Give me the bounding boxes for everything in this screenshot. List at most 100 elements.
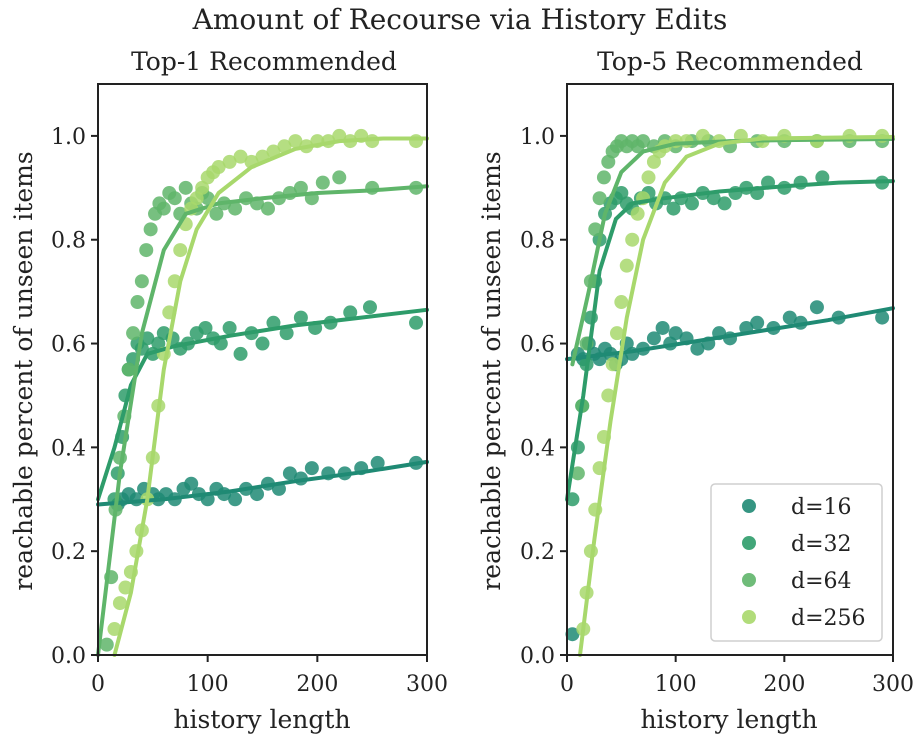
- data-point: [293, 180, 308, 195]
- legend-marker: [742, 573, 756, 587]
- data-point: [167, 191, 182, 206]
- data-point: [362, 300, 377, 315]
- y-tick-label: 0.0: [520, 644, 555, 669]
- data-point: [630, 206, 645, 221]
- y-tick-label: 0.8: [520, 229, 555, 254]
- data-point: [140, 331, 155, 346]
- data-point: [233, 346, 248, 361]
- legend-label: d=16: [791, 495, 852, 520]
- fit-line-d-256: [578, 134, 895, 657]
- legend-label: d=256: [791, 606, 866, 631]
- data-point: [365, 180, 380, 195]
- data-point: [614, 295, 629, 310]
- x-tick-label: 100: [187, 672, 229, 697]
- data-point: [695, 128, 710, 143]
- data-point: [99, 637, 114, 652]
- data-point: [409, 134, 424, 149]
- data-point: [277, 139, 292, 154]
- legend-marker: [742, 610, 756, 624]
- panel-title: Top-1 Recommended: [131, 47, 397, 76]
- data-point: [619, 258, 634, 273]
- data-point: [750, 315, 765, 330]
- y-tick-label: 0.6: [51, 333, 86, 358]
- data-point: [121, 362, 136, 377]
- legend: d=16 d=32 d=64 d=256: [710, 483, 883, 642]
- data-point: [293, 310, 308, 325]
- y-tick-label: 1.0: [520, 125, 555, 150]
- y-tick-label: 0.4: [520, 436, 555, 461]
- data-point: [332, 170, 347, 185]
- data-point: [178, 180, 193, 195]
- panel-top-5: Top-5 Recommended 0 100 200 300 0.0 0.2 0.4 0.6…: [477, 47, 914, 734]
- data-point: [233, 149, 248, 164]
- data-point: [112, 596, 127, 611]
- x-tick-label: 300: [406, 672, 448, 697]
- legend-marker: [742, 536, 756, 550]
- y-tick-label: 0.0: [51, 644, 86, 669]
- data-point: [815, 170, 830, 185]
- x-tick-label: 200: [296, 672, 338, 697]
- panel-title: Top-5 Recommended: [597, 47, 863, 76]
- data-point: [209, 206, 224, 221]
- data-point: [370, 455, 385, 470]
- data-point: [250, 487, 265, 502]
- panel-top-1: Top-1 Recommended 0 100 200 300 0.0 0.2 0.4 0.6…: [9, 47, 448, 734]
- data-point: [282, 466, 297, 481]
- legend-item: d=64: [742, 569, 852, 594]
- data-point: [189, 191, 204, 206]
- data-point: [255, 336, 270, 351]
- data-point: [690, 341, 705, 356]
- legend-item: d=16: [742, 495, 852, 520]
- x-tick-label: 100: [655, 672, 697, 697]
- axes-frame: [566, 83, 894, 656]
- x-axis-label: history length: [173, 705, 350, 734]
- data-point: [588, 222, 603, 237]
- figure-suptitle: Amount of Recourse via History Edits: [192, 3, 728, 36]
- data-point: [228, 492, 243, 507]
- y-tick-label: 0.2: [520, 540, 555, 565]
- data-point: [211, 160, 226, 175]
- x-tick-label: 0: [560, 672, 574, 697]
- data-point: [646, 331, 661, 346]
- x-tick-label: 0: [91, 672, 105, 697]
- y-tick-label: 1.0: [51, 125, 86, 150]
- data-point: [636, 134, 651, 149]
- data-point: [198, 320, 213, 335]
- axes-frame: [97, 83, 428, 656]
- data-point: [195, 180, 210, 195]
- data-point: [173, 243, 188, 258]
- y-axis-label: reachable percent of unseen items: [9, 151, 38, 590]
- data-point: [609, 326, 624, 341]
- y-tick-label: 0.4: [51, 436, 86, 461]
- y-tick-label: 0.6: [520, 333, 555, 358]
- data-point: [343, 305, 358, 320]
- legend-item: d=32: [742, 532, 852, 557]
- data-point: [107, 622, 122, 637]
- data-point: [279, 326, 294, 341]
- data-point: [646, 154, 661, 169]
- y-axis-label: reachable percent of unseen items: [477, 151, 506, 590]
- data-point: [809, 300, 824, 315]
- data-point: [118, 580, 133, 595]
- data-point: [668, 326, 683, 341]
- data-point: [184, 476, 199, 491]
- data-point: [222, 154, 237, 169]
- fit-line-d-32: [96, 307, 429, 502]
- legend-label: d=32: [791, 532, 852, 557]
- data-point: [655, 320, 670, 335]
- data-point: [409, 315, 424, 330]
- data-point: [130, 295, 145, 310]
- data-point: [614, 186, 629, 201]
- data-point: [139, 243, 154, 258]
- plot-area: 0 100 200 300 0.0 0.2 0.4 0.6 0.8 1.0: [520, 83, 914, 697]
- data-point: [596, 170, 611, 185]
- data-point: [641, 170, 656, 185]
- legend-item: d=256: [742, 606, 866, 631]
- data-point: [156, 201, 171, 216]
- data-point: [782, 310, 797, 325]
- data-point: [222, 320, 237, 335]
- legend-marker: [742, 499, 756, 513]
- data-point: [684, 196, 699, 211]
- data-point: [315, 175, 330, 190]
